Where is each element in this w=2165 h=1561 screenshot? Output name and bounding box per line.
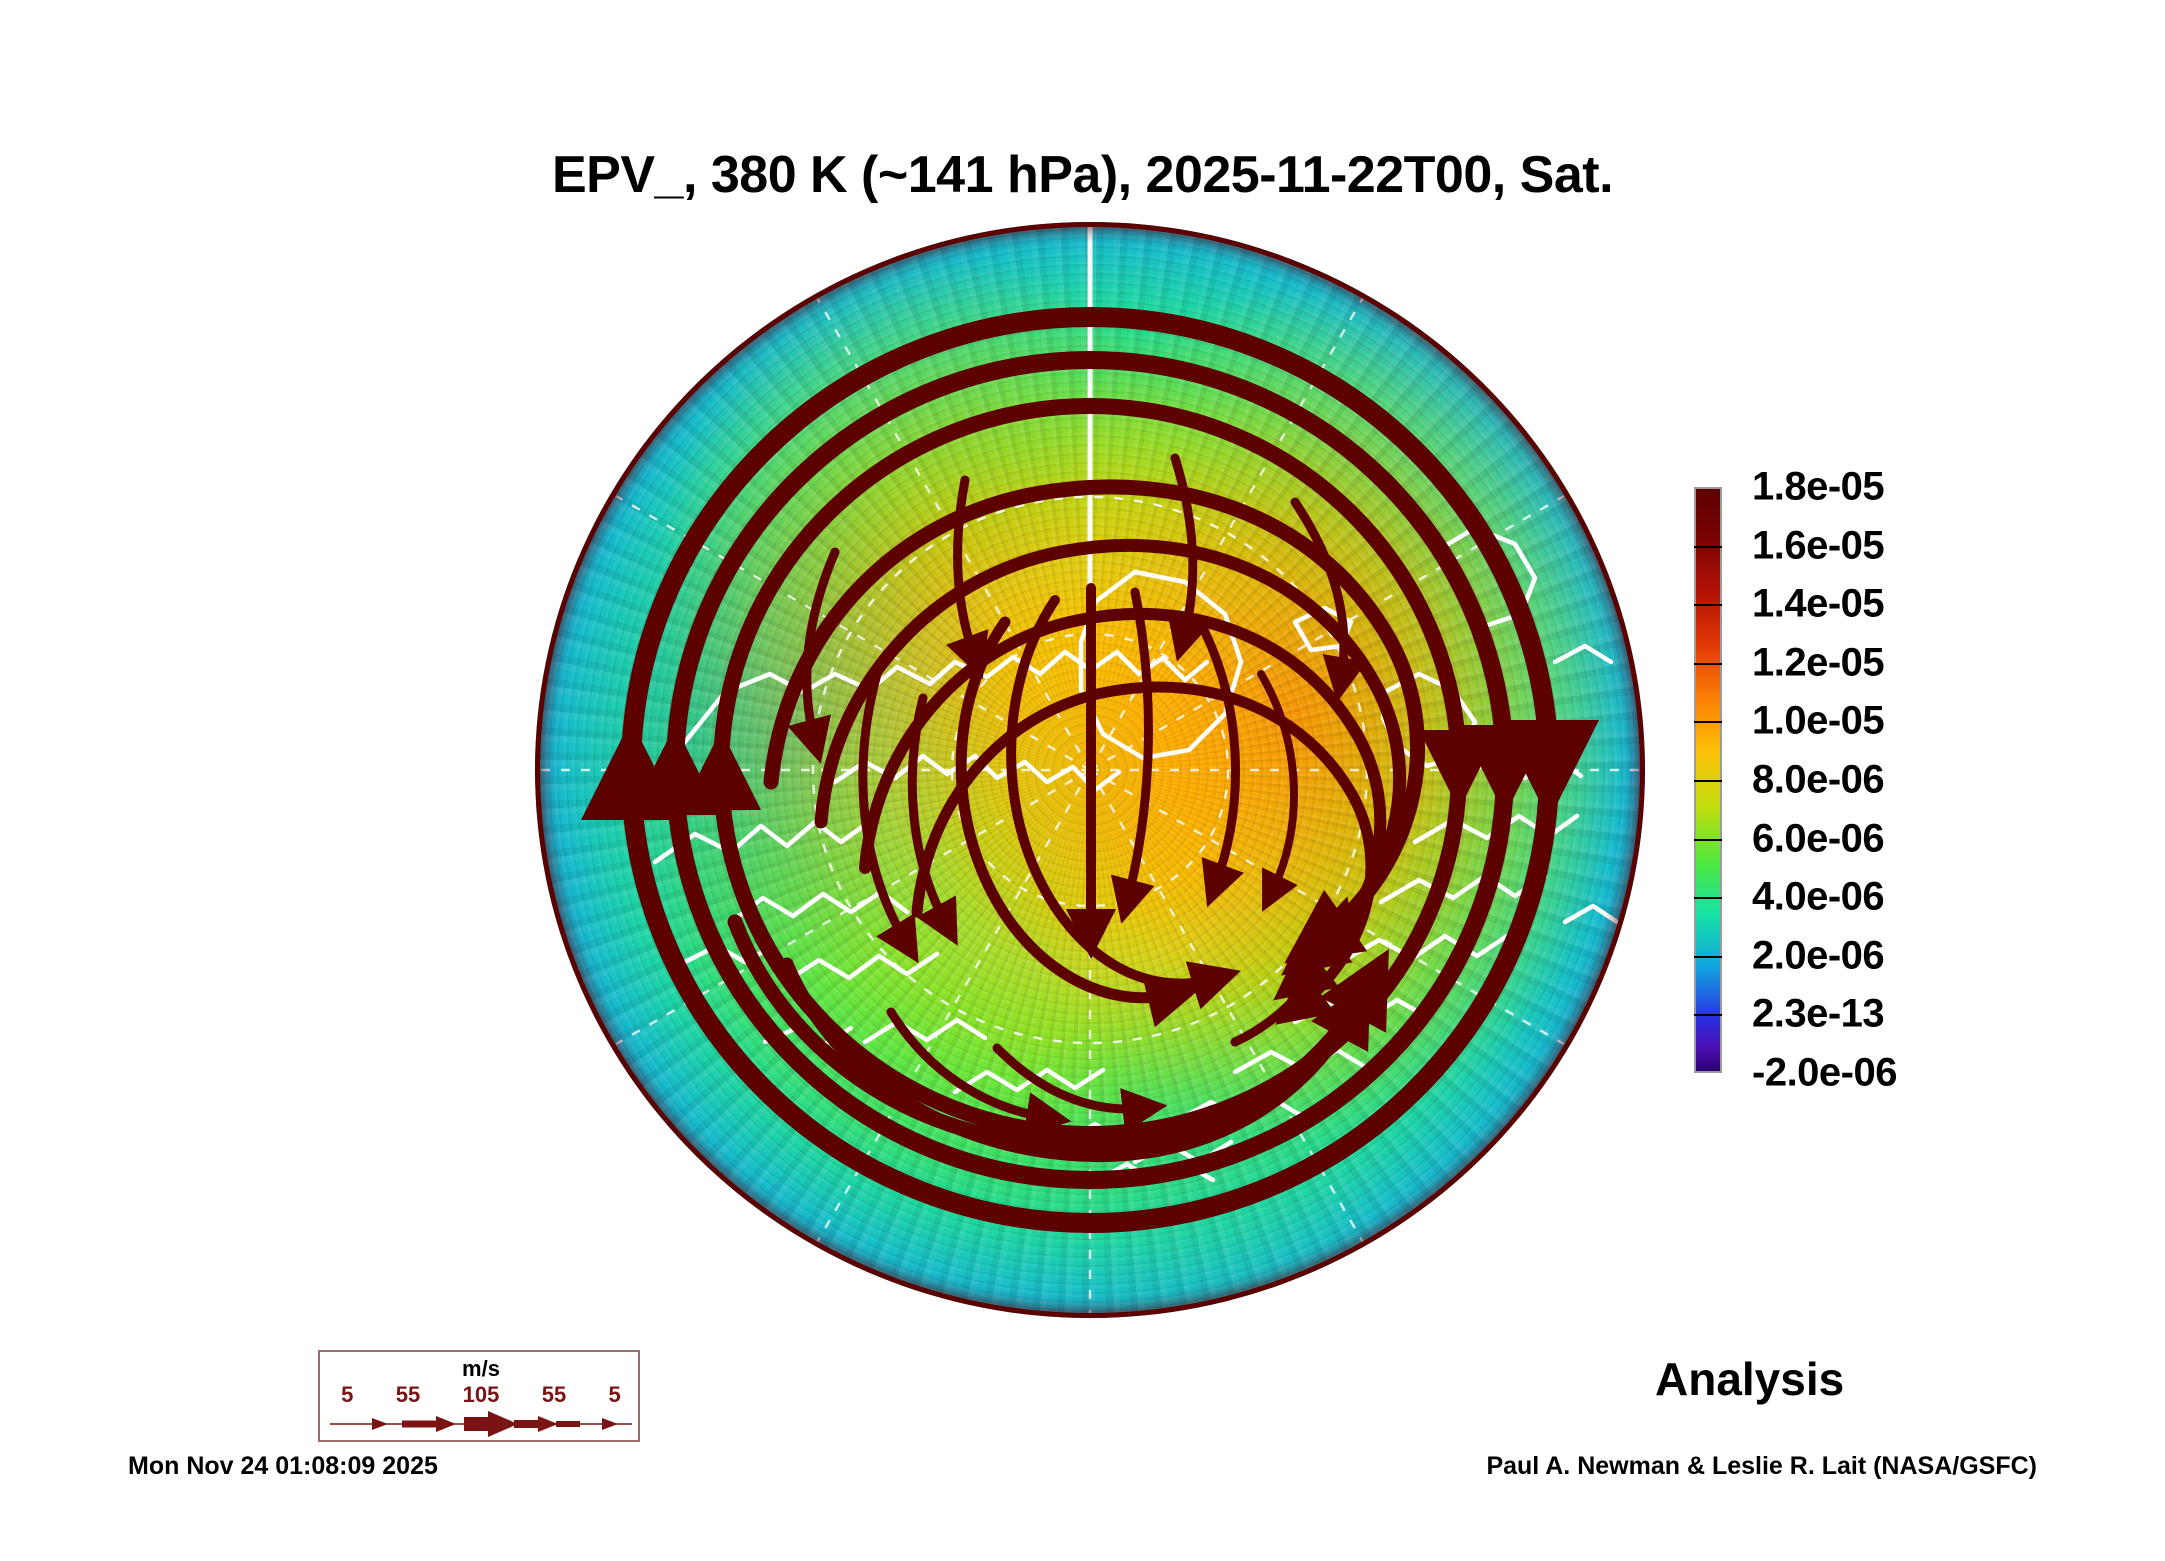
colorbar-tick-label: 1.8e-05: [1752, 464, 1885, 509]
colorbar-tick-label: 1.0e-05: [1752, 698, 1885, 743]
colorbar-tick-label: 6.0e-06: [1752, 816, 1885, 861]
colorbar-tick-label: 4.0e-06: [1752, 874, 1885, 919]
wind-key-tick-labels: 5 55 105 55 5: [320, 1382, 642, 1408]
generation-timestamp: Mon Nov 24 01:08:09 2025: [128, 1452, 438, 1480]
colorbar-tick: [1694, 545, 1722, 548]
analysis-label: Analysis: [1655, 1353, 1845, 1405]
wind-speed-key: m/s 5 55 105 55 5: [318, 1350, 640, 1442]
colorbar: 1.8e-05 1.6e-05 1.4e-05 1.2e-05 1.0e-05 8.0e-…: [1694, 465, 2024, 1095]
colorbar-tick-label: 8.0e-06: [1752, 757, 1885, 802]
colorbar-tick: [1694, 838, 1722, 841]
page-title: EPV_, 380 K (~141 hPa), 2025-11-22T00, S…: [551, 146, 1614, 204]
colorbar-tick-label: 2.0e-06: [1752, 933, 1885, 978]
colorbar-tick-label: 1.6e-05: [1752, 523, 1885, 568]
colorbar-tick: [1694, 1014, 1722, 1017]
colorbar-tick-label: 2.3e-13: [1752, 991, 1885, 1036]
colorbar-tick: [1694, 897, 1722, 900]
attribution-credit: Paul A. Newman & Leslie R. Lait (NASA/GS…: [1486, 1452, 2037, 1480]
wind-key-unit-label: m/s: [462, 1356, 500, 1381]
globe-disc: [535, 222, 1645, 1318]
wind-key-arrow-scale: [330, 1411, 632, 1437]
colorbar-tick: [1694, 721, 1722, 724]
colorbar-tick: [1694, 662, 1722, 665]
wind-key-tick-label: 55: [541, 1382, 567, 1407]
colorbar-tick: [1694, 955, 1722, 958]
wind-streamlines: [581, 306, 1599, 1234]
colorbar-tick-label: 1.2e-05: [1752, 640, 1885, 685]
wind-key-tick-label: 5: [608, 1382, 621, 1407]
colorbar-tick: [1694, 780, 1722, 782]
polar-stereographic-map: [535, 222, 1645, 1318]
globe-rim: [535, 222, 1645, 1318]
wind-key-tick-label: 105: [462, 1382, 500, 1407]
colorbar-tick-label: 1.4e-05: [1752, 581, 1885, 626]
wind-key-tick-label: 5: [341, 1382, 354, 1407]
wind-key-tick-label: 55: [395, 1382, 421, 1407]
colorbar-tick: [1694, 604, 1722, 607]
colorbar-tick-label: -2.0e-06: [1752, 1050, 1897, 1095]
